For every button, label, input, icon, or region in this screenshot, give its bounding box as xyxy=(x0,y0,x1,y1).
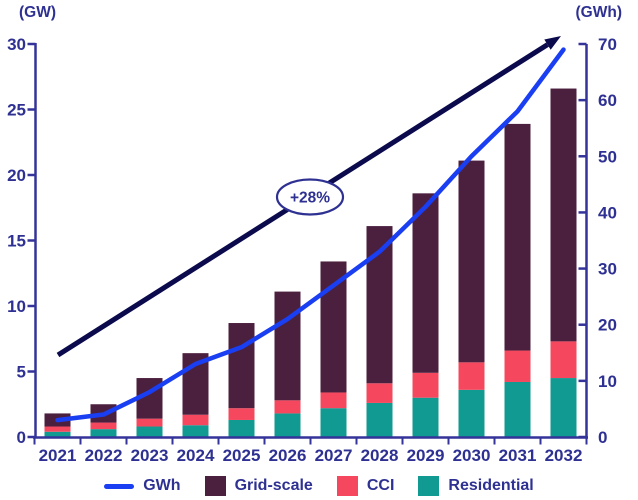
legend-label: Residential xyxy=(448,477,534,494)
bar-2030-cci xyxy=(458,362,485,390)
legend-swatch-gwh-line-icon xyxy=(104,483,135,489)
right-axis-tick-label: 40 xyxy=(598,203,617,222)
right-axis-unit-label: (GWh) xyxy=(575,4,622,21)
bar-2027-residential xyxy=(320,408,347,437)
bar-2029-grid-scale xyxy=(412,193,439,373)
x-axis-label-2029: 2029 xyxy=(407,446,445,465)
bar-2027-cci xyxy=(320,392,347,409)
bar-2032-cci xyxy=(550,341,577,379)
left-axis-tick-label: 0 xyxy=(17,428,26,447)
bar-2024-residential xyxy=(182,425,209,437)
legend-label: GWh xyxy=(143,477,181,494)
legend-item-grid-scale: Grid-scale xyxy=(204,476,313,496)
bar-2022-cci xyxy=(90,422,117,430)
bar-2031-residential xyxy=(504,381,531,437)
x-axis-label-2024: 2024 xyxy=(177,446,215,465)
right-axis-tick-label: 60 xyxy=(598,91,617,110)
legend-swatch-grid-scale-box-icon xyxy=(204,476,226,496)
x-axis-label-2032: 2032 xyxy=(545,446,583,465)
legend-item-gwh: GWh xyxy=(104,477,181,494)
right-axis-tick-label: 20 xyxy=(598,316,617,335)
left-axis-unit-label: (GW) xyxy=(19,4,57,21)
bar-2025-grid-scale xyxy=(228,323,255,409)
x-axis-label-2022: 2022 xyxy=(85,446,123,465)
legend-label: CCI xyxy=(366,477,395,494)
bar-2026-grid-scale xyxy=(274,291,301,401)
growth-annotation-ellipse xyxy=(275,178,345,216)
right-axis-tick-label: 70 xyxy=(598,35,617,54)
right-axis-tick-label: 10 xyxy=(598,372,617,391)
left-axis-tick-label: 20 xyxy=(7,166,26,185)
bar-2026-cci xyxy=(274,400,301,414)
growth-annotation-text: +28% xyxy=(290,190,330,207)
bar-2032-grid-scale xyxy=(550,88,577,342)
x-axis-label-2030: 2030 xyxy=(453,446,491,465)
left-axis-tick-label: 10 xyxy=(7,297,26,316)
growth-arrow-head xyxy=(544,36,561,50)
right-axis-tick-label: 50 xyxy=(598,147,617,166)
x-axis-label-2026: 2026 xyxy=(269,446,307,465)
bar-2032-residential xyxy=(550,378,577,437)
legend-item-cci: CCI xyxy=(336,476,395,496)
left-axis-tick-label: 25 xyxy=(7,101,26,120)
gwh-line xyxy=(55,47,566,423)
bar-2026-residential xyxy=(274,413,301,437)
x-axis-label-2028: 2028 xyxy=(361,446,399,465)
left-axis-tick-label: 5 xyxy=(17,363,26,382)
x-axis-label-2027: 2027 xyxy=(315,446,353,465)
bar-2021-cci xyxy=(44,426,71,432)
bar-2031-cci xyxy=(504,350,531,382)
x-axis-label-2025: 2025 xyxy=(223,446,261,465)
bar-2028-residential xyxy=(366,402,393,437)
legend-item-residential: Residential xyxy=(418,476,534,496)
bar-2025-residential xyxy=(228,419,255,437)
bar-2031-grid-scale xyxy=(504,123,531,351)
legend-swatch-cci-box-icon xyxy=(336,476,358,496)
left-axis-tick-label: 15 xyxy=(7,232,26,251)
x-axis-label-2023: 2023 xyxy=(131,446,169,465)
chart-legend: GWh Grid-scale CCI Residential xyxy=(0,473,638,499)
bar-2024-cci xyxy=(182,414,209,426)
right-axis-tick-label: 0 xyxy=(598,428,607,447)
bar-2029-cci xyxy=(412,372,439,398)
x-axis-label-2031: 2031 xyxy=(499,446,537,465)
bar-2022-residential xyxy=(90,429,117,437)
bar-2023-cci xyxy=(136,418,163,427)
left-axis-tick-label: 30 xyxy=(7,35,26,54)
bar-2028-cci xyxy=(366,383,393,403)
right-axis-tick-label: 30 xyxy=(598,260,617,279)
bar-2030-residential xyxy=(458,389,485,437)
legend-swatch-residential-box-icon xyxy=(418,476,440,496)
bar-2023-residential xyxy=(136,426,163,437)
bar-2029-residential xyxy=(412,397,439,437)
legend-label: Grid-scale xyxy=(234,477,313,494)
bar-2025-cci xyxy=(228,408,255,420)
bar-2021-residential xyxy=(44,431,71,437)
x-axis-label-2021: 2021 xyxy=(39,446,77,465)
bar-2030-grid-scale xyxy=(458,160,485,363)
